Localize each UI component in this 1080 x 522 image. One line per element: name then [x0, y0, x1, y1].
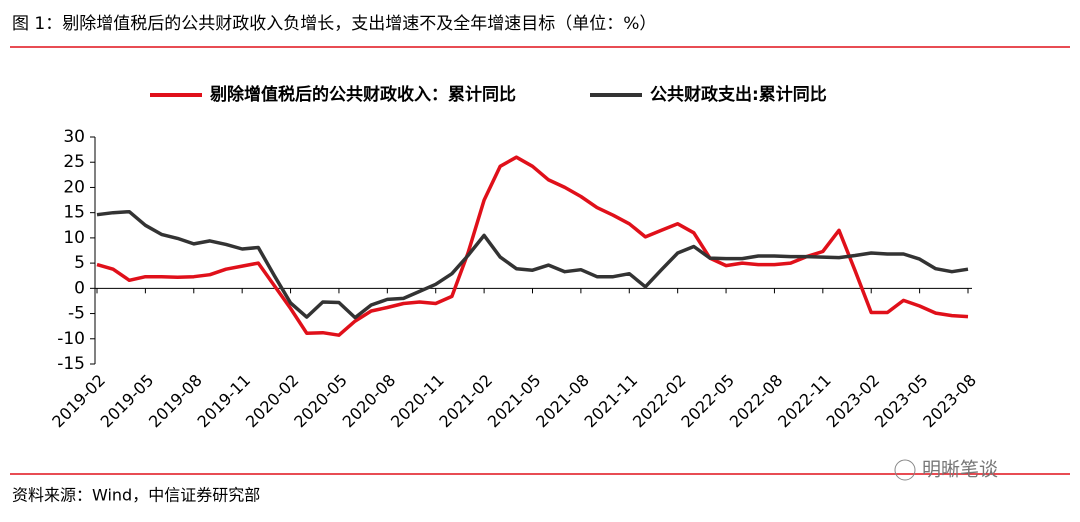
series-line [96, 209, 969, 320]
y-tick-label: 20 [63, 177, 85, 197]
y-tick-label: -10 [57, 329, 85, 349]
series-line [96, 155, 969, 337]
y-tick-label: -15 [57, 354, 85, 374]
y-tick-label: 15 [63, 203, 85, 223]
y-tick-label: 25 [63, 152, 85, 172]
legend-label: 剔除增值税后的公共财政收入：累计同比 [209, 84, 516, 105]
watermark: 明晰笔谈 [922, 459, 998, 481]
y-tick-label: -5 [68, 304, 85, 324]
y-tick-label: 30 [63, 127, 85, 147]
y-tick-label: 10 [63, 228, 85, 248]
y-tick-label: 0 [74, 278, 85, 298]
watermark-icon [894, 459, 916, 481]
legend-label: 公共财政支出:累计同比 [650, 84, 827, 105]
figure-title: 图 1：剔除增值税后的公共财政收入负增长，支出增速不及全年增速目标（单位：%） [12, 14, 656, 34]
source-note: 资料来源：Wind，中信证券研究部 [12, 486, 260, 505]
x-tick-label: 2023-08 [919, 371, 980, 432]
y-tick-label: 5 [74, 253, 85, 273]
